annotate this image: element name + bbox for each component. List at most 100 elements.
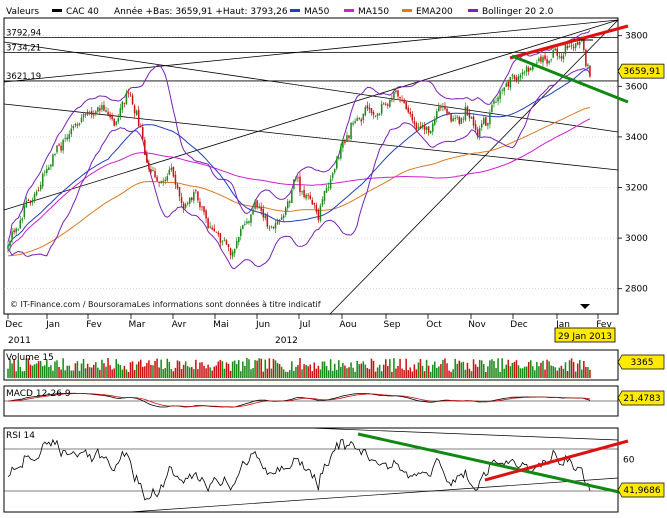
candle-body [123, 102, 126, 104]
volume-bar [170, 369, 173, 378]
candle-body [356, 118, 358, 121]
volume-bar [382, 364, 385, 378]
volume-bar [570, 358, 573, 378]
candle-body [333, 168, 336, 173]
candle-body [152, 170, 154, 172]
candle-body [387, 104, 389, 106]
rsi-title: RSI 14 [6, 431, 35, 441]
volume-bar [587, 367, 589, 378]
ma50-line [7, 66, 591, 247]
candle-body [286, 201, 289, 209]
candle-body [329, 179, 332, 189]
volume-bar [258, 358, 260, 378]
volume-bar [293, 370, 295, 378]
candle-body [137, 109, 140, 127]
volume-bar [7, 368, 9, 378]
candle-body [368, 107, 371, 110]
rsi-panel: 60 RSI 14 [3, 427, 635, 513]
volume-bar [68, 365, 71, 378]
volume-bar [472, 359, 475, 378]
volume-bar [246, 358, 248, 378]
volume-bar [317, 365, 320, 378]
volume-bar [199, 362, 201, 378]
candle-body [68, 134, 71, 139]
volume-bar [415, 369, 418, 378]
volume-bar [264, 359, 267, 378]
volume-bar [84, 368, 87, 378]
volume-bar [397, 365, 399, 378]
volume-bar [23, 371, 26, 378]
date-month-label: Jan [555, 320, 570, 330]
date-month-label: Oct [426, 320, 442, 330]
volume-bar [505, 364, 508, 378]
date-month-label: Sep [384, 320, 401, 330]
bollinger-lower-line [7, 67, 591, 270]
candle-body [211, 227, 213, 230]
volume-bar [344, 365, 346, 378]
candle-body [491, 105, 493, 113]
candle-body [88, 111, 91, 113]
candle-body [315, 205, 318, 212]
candle-body [552, 50, 554, 58]
candle-body [174, 174, 177, 185]
volume-bar [166, 358, 169, 378]
volume-bar [483, 364, 485, 378]
volume-bar [101, 359, 103, 378]
candle-body [507, 81, 510, 87]
green-support-trendline [511, 54, 629, 104]
volume-bar [291, 361, 293, 378]
candle-body [258, 206, 260, 209]
candle-body [454, 118, 456, 120]
volume-bar [556, 370, 559, 378]
volume-bar [31, 365, 34, 378]
candle-body [246, 221, 248, 224]
candle-body [182, 203, 185, 210]
volume-bar [88, 367, 91, 378]
candle-body [407, 107, 409, 113]
candle-body [536, 62, 538, 64]
volume-bar [529, 360, 532, 378]
volume-bar [278, 364, 281, 378]
candle-body [558, 56, 561, 58]
candle-body [64, 138, 66, 140]
candle-body [587, 64, 589, 66]
volume-bar [282, 369, 285, 378]
volume-last-value-box [617, 354, 665, 370]
candle-body [52, 154, 54, 166]
volume-bar [309, 364, 311, 378]
candle-body [95, 111, 97, 114]
candle-body [480, 123, 483, 128]
candle-body [248, 221, 250, 223]
volume-bar [86, 363, 89, 378]
price-reference-labels: 3792,94 3734,21 3621,19 [6, 28, 41, 81]
volume-bar [399, 358, 401, 378]
candle-body [113, 118, 115, 126]
volume-bar [76, 361, 79, 378]
volume-bar [160, 359, 162, 378]
date-badge-text: 29 Jan 2013 [558, 332, 612, 342]
candle-body [178, 187, 181, 197]
price-y-tick-label: 3200 [625, 184, 648, 194]
volume-bar [501, 358, 503, 378]
price-overlay-lines [509, 24, 629, 104]
candle-body [364, 107, 367, 116]
volume-bar [15, 371, 17, 378]
date-year-label: 2011 [8, 336, 31, 346]
volume-bar [342, 363, 344, 378]
candle-body [21, 218, 24, 221]
candle-body [280, 217, 283, 220]
candle-body [429, 131, 432, 134]
candle-body [346, 135, 348, 143]
candle-body [546, 59, 548, 64]
candle-body [366, 105, 369, 109]
volume-bar [197, 369, 199, 378]
volume-bar [413, 364, 416, 378]
volume-bar [289, 370, 291, 378]
volume-bar [174, 367, 177, 378]
volume-bar [540, 362, 542, 378]
volume-bar [462, 361, 465, 378]
legend-entry-label: Bollinger 20 2.0 [482, 7, 554, 17]
candle-body [382, 103, 385, 105]
candle-body [417, 127, 420, 129]
volume-bar [544, 369, 546, 378]
